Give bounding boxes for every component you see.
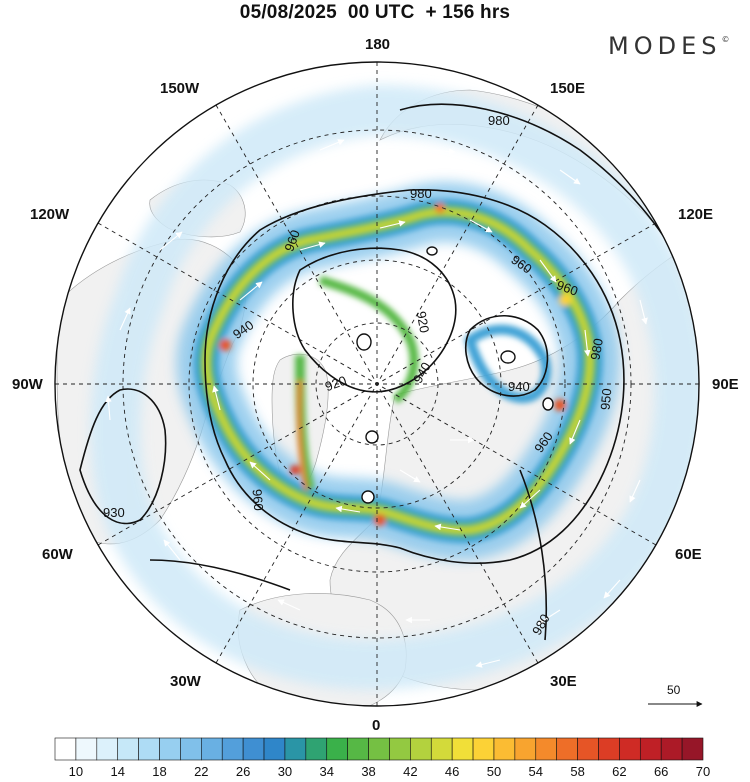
colorbar-tick-label: 30 bbox=[277, 764, 293, 779]
colorbar-swatch bbox=[96, 737, 119, 761]
low-centers bbox=[356, 246, 554, 504]
colorbar-swatch bbox=[598, 737, 620, 761]
colorbar-tick-label: 42 bbox=[403, 764, 418, 779]
lon-label-120w: 120W bbox=[30, 206, 70, 223]
wind-vectors bbox=[105, 139, 648, 668]
colorbar-swatch bbox=[577, 737, 599, 761]
lon-label-180: 180 bbox=[365, 36, 391, 53]
colorbar-tick-label: 54 bbox=[528, 764, 543, 779]
colorbar-swatch bbox=[639, 737, 662, 761]
colorbar-swatch bbox=[117, 737, 139, 761]
colorbar-swatch bbox=[619, 737, 641, 761]
colorbar-swatch bbox=[493, 737, 516, 761]
lon-label-150w: 150W bbox=[160, 80, 200, 97]
colorbar-swatch bbox=[326, 737, 348, 761]
map-title: 05/08/2025 00 UTC + 156 hrs bbox=[239, 2, 511, 23]
contour-label: 960 bbox=[250, 488, 267, 511]
colorbar-swatch bbox=[138, 737, 160, 761]
colorbar-swatch bbox=[430, 737, 453, 761]
contour-label: 930 bbox=[103, 505, 125, 520]
colorbar-swatch bbox=[681, 737, 704, 761]
lon-label-30w: 30W bbox=[170, 673, 201, 690]
colorbar-swatch bbox=[514, 737, 537, 761]
colorbar-tick-label: 18 bbox=[152, 764, 167, 779]
colorbar-tick-label: 10 bbox=[68, 764, 84, 779]
contour-label: 960 bbox=[281, 228, 303, 254]
colorbar-swatch bbox=[284, 737, 307, 761]
colorbar-swatch bbox=[472, 737, 495, 761]
colorbar-tick-label: 22 bbox=[194, 764, 209, 779]
colorbar-swatch bbox=[389, 737, 411, 761]
colorbar-swatch bbox=[201, 737, 223, 761]
contour-label: 980 bbox=[488, 113, 510, 128]
colorbar-swatch bbox=[660, 737, 683, 761]
contour-label: 980 bbox=[410, 186, 432, 201]
logo-text: MODES bbox=[608, 32, 722, 60]
colorbar bbox=[54, 737, 704, 761]
contour-label: 940 bbox=[508, 379, 530, 394]
colorbar-tick-label: 50 bbox=[486, 764, 502, 779]
reference-vector-label: 50 bbox=[667, 683, 681, 697]
contour-label: 920 bbox=[414, 310, 433, 334]
lon-label-90e: 90E bbox=[712, 376, 739, 393]
colorbar-swatch bbox=[535, 737, 557, 761]
colorbar-swatch bbox=[75, 737, 98, 761]
map-boundary bbox=[54, 61, 700, 707]
lon-label-60w: 60W bbox=[42, 546, 73, 563]
colorbar-tick-label: 14 bbox=[110, 764, 125, 779]
colorbar-tick-label: 46 bbox=[444, 764, 460, 779]
colorbar-tick-label: 26 bbox=[235, 764, 251, 779]
colorbar-swatch bbox=[368, 737, 390, 761]
colorbar-tick-label: 66 bbox=[653, 764, 669, 779]
colorbar-swatch bbox=[410, 737, 432, 761]
contour-label: 920 bbox=[323, 373, 349, 395]
contour-label: 980 bbox=[587, 337, 606, 361]
colorbar-swatch bbox=[263, 737, 286, 761]
colorbar-swatch bbox=[159, 737, 181, 761]
contour-label: 950 bbox=[598, 388, 615, 411]
lon-label-30e: 30E bbox=[550, 673, 577, 690]
lon-label-0: 0 bbox=[372, 717, 381, 734]
colorbar-tick-label: 62 bbox=[612, 764, 627, 779]
colorbar-tick-label: 38 bbox=[361, 764, 376, 779]
logo-copyright-mark: © bbox=[721, 35, 730, 44]
colorbar-swatch bbox=[305, 737, 328, 761]
lon-label-150e: 150E bbox=[550, 80, 586, 97]
colorbar-swatch bbox=[347, 737, 369, 761]
colorbar-swatch bbox=[451, 737, 474, 761]
colorbar-swatch bbox=[221, 737, 244, 761]
colorbar-swatch bbox=[54, 737, 77, 761]
colorbar-swatch bbox=[556, 737, 578, 761]
modes-logo: MODES© bbox=[608, 32, 729, 60]
lon-label-60e: 60E bbox=[675, 546, 702, 563]
colorbar-tick-label: 58 bbox=[570, 764, 585, 779]
lon-label-90w: 90W bbox=[12, 376, 43, 393]
colorbar-tick-label: 34 bbox=[319, 764, 334, 779]
colorbar-swatch bbox=[180, 737, 202, 761]
lon-label-120e: 120E bbox=[678, 206, 714, 223]
colorbar-swatch bbox=[242, 737, 265, 761]
contour-label: 960 bbox=[555, 277, 581, 299]
colorbar-tick-label: 70 bbox=[695, 764, 711, 779]
